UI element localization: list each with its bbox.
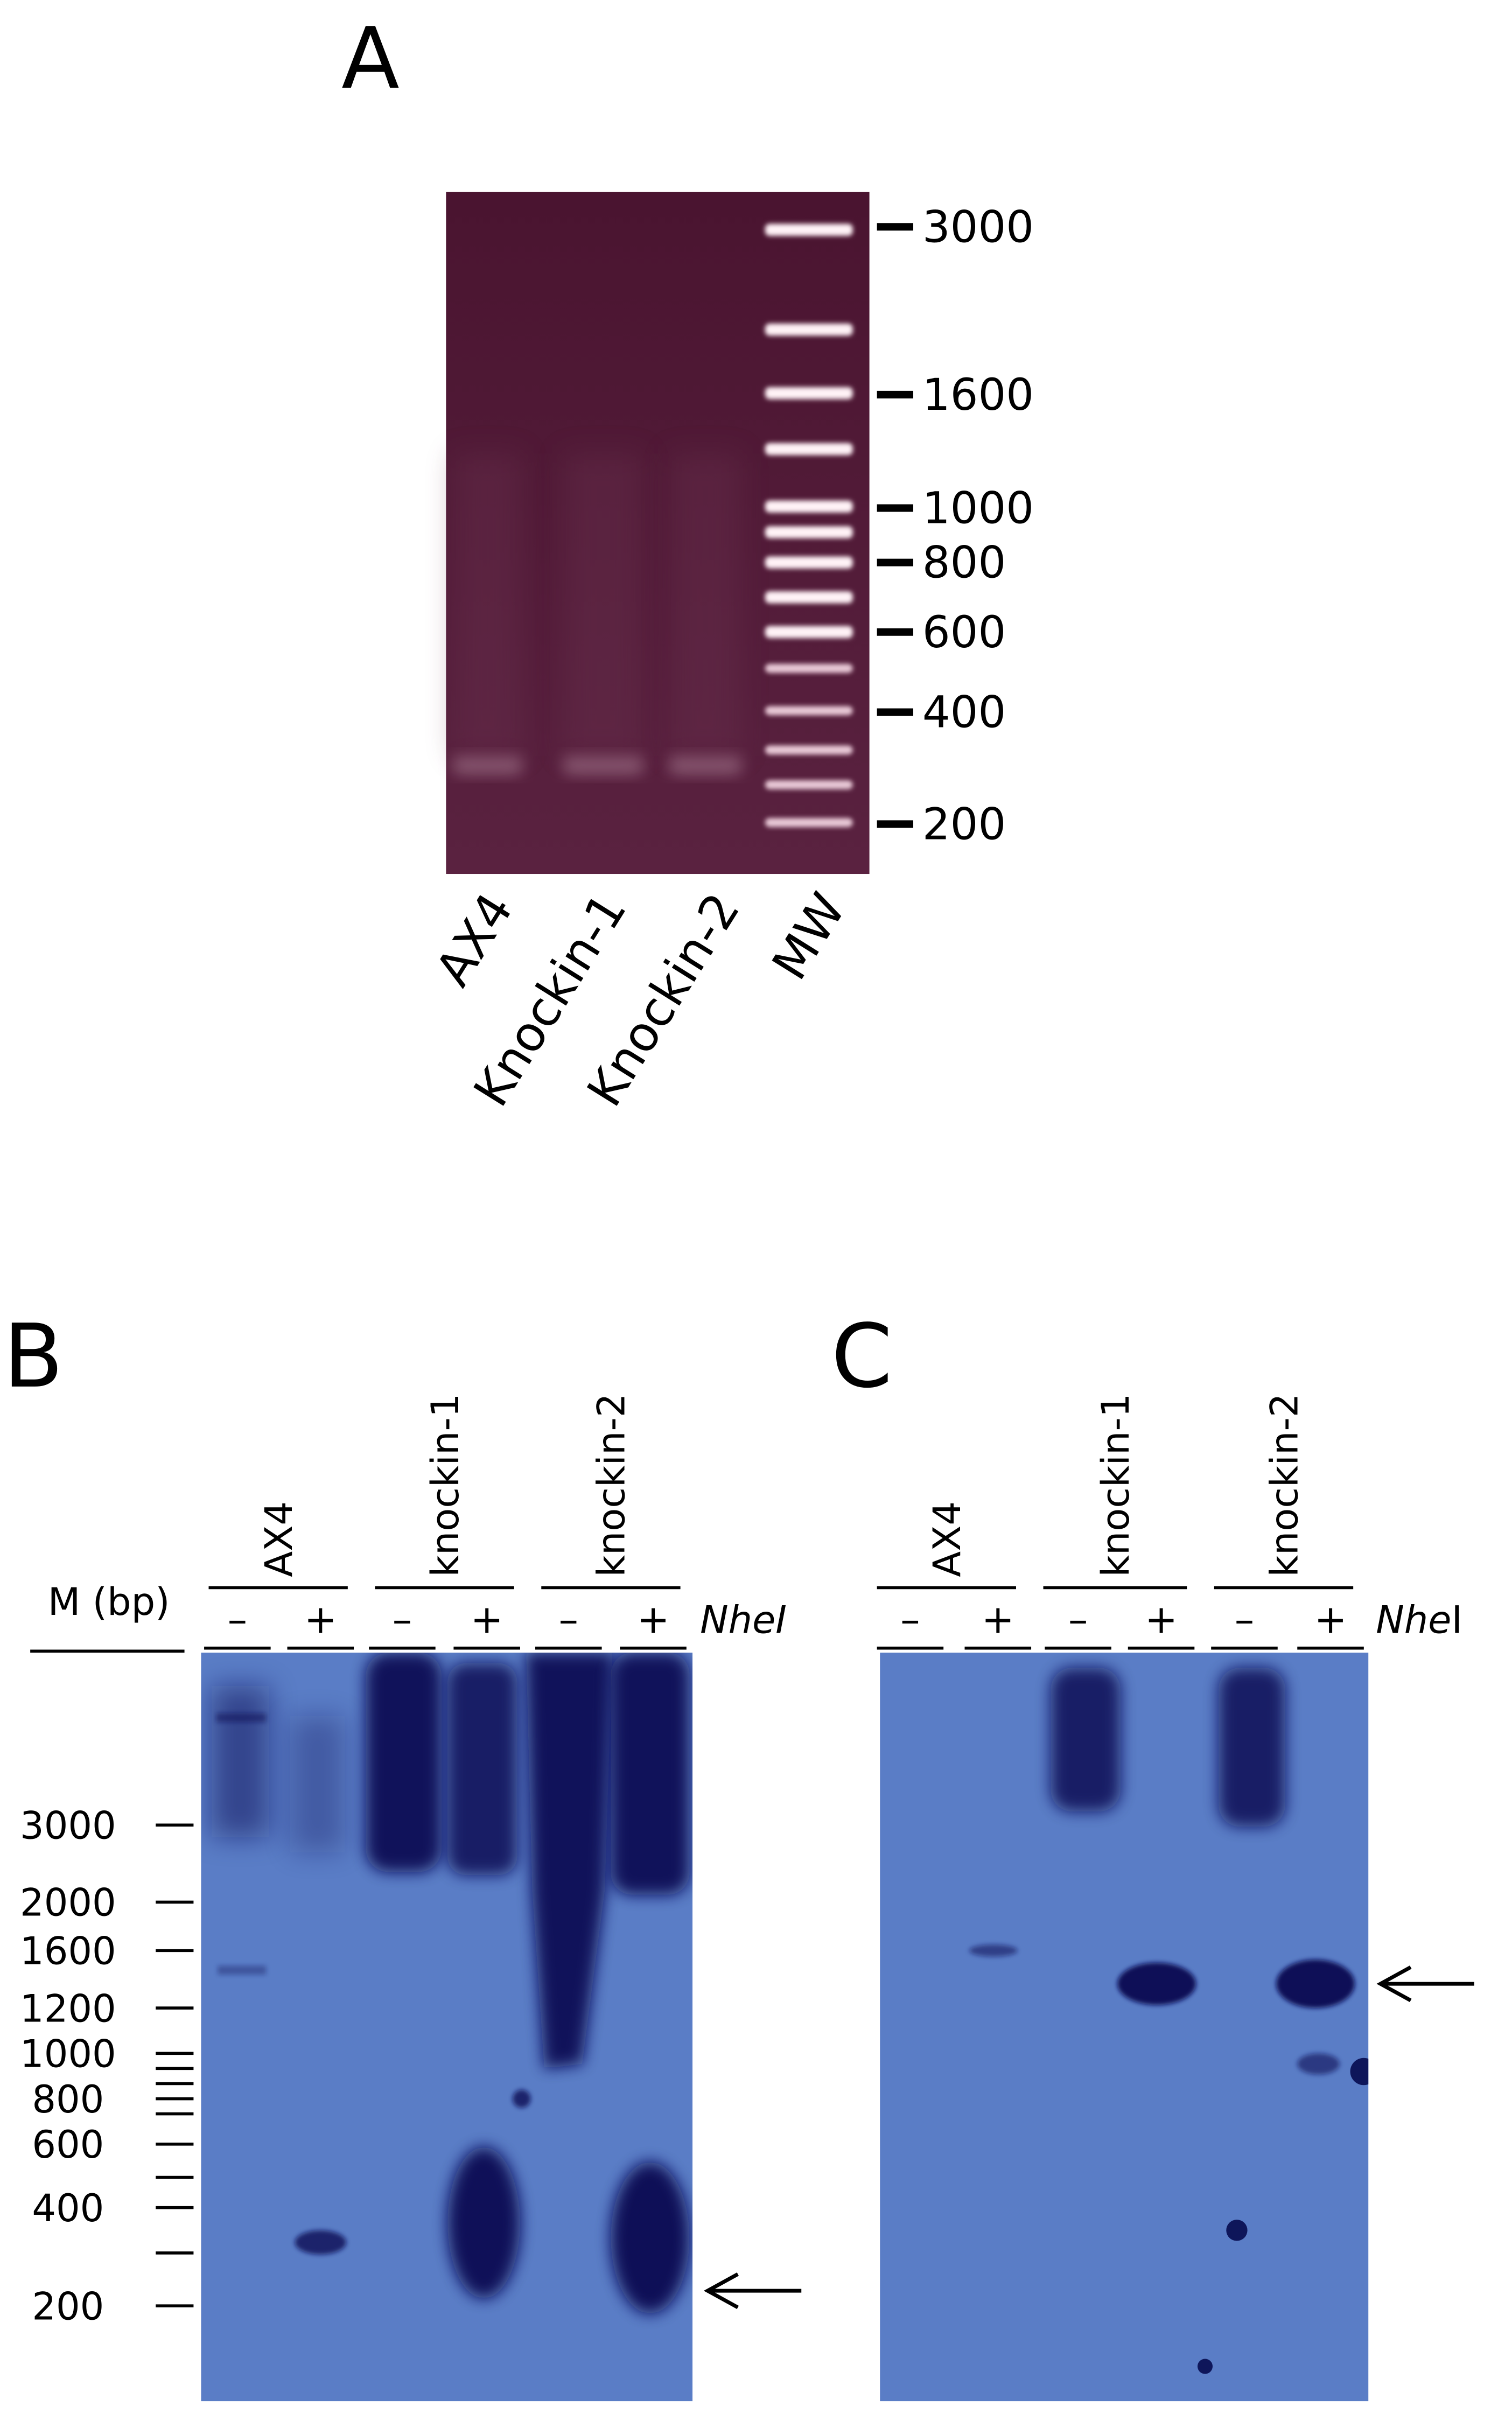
group-label: knockin-2 — [590, 1393, 634, 1577]
blot-signal — [1117, 1962, 1196, 2005]
panel-label: B — [3, 1306, 64, 1408]
treatment-label: – — [900, 1597, 920, 1643]
blot-signal — [1350, 2058, 1369, 2086]
lane-label: MW — [762, 884, 857, 989]
marker-label: 200 — [32, 2284, 104, 2328]
ladder-band — [765, 706, 853, 716]
treatment-label: + — [636, 1597, 669, 1643]
blot-signal — [512, 2089, 531, 2108]
faint-band — [453, 756, 522, 774]
group-label: AX4 — [925, 1501, 969, 1577]
blot-signal — [366, 1653, 442, 1872]
marker-label: 200 — [922, 799, 1006, 850]
marker-label: 3000 — [20, 1804, 116, 1848]
ladder-band — [765, 663, 853, 673]
treatment-label: + — [1145, 1597, 1178, 1643]
marker-label: 1200 — [20, 1986, 116, 2031]
blot-signal — [611, 1653, 690, 1895]
blot-signal — [218, 1965, 267, 1975]
enzyme-label: NheI — [1376, 1598, 1462, 1642]
marker-label: 600 — [922, 607, 1006, 658]
blot-signal — [290, 1716, 345, 1852]
ladder-band — [765, 526, 853, 538]
blot-signal — [969, 1944, 1018, 1957]
ladder-band — [765, 626, 853, 638]
blot-signal — [1276, 1960, 1355, 2009]
blot-signal — [1297, 2053, 1340, 2075]
marker-label: 800 — [32, 2077, 104, 2122]
treatment-label: + — [982, 1597, 1014, 1643]
marker-label: 400 — [922, 687, 1006, 738]
group-label: knockin-2 — [1262, 1393, 1306, 1577]
lane-smear — [453, 453, 522, 757]
marker-label: 3000 — [922, 201, 1034, 253]
blot-signal — [611, 2162, 690, 2314]
faint-band — [564, 756, 643, 774]
marker-label: 400 — [32, 2186, 104, 2230]
lane-smear — [564, 453, 643, 757]
group-label: knockin-1 — [1094, 1393, 1138, 1577]
blot-signal — [447, 2147, 520, 2299]
blot-signal — [1219, 1668, 1285, 1827]
ladder-band — [765, 387, 853, 400]
treatment-label: – — [559, 1597, 579, 1643]
group-label: AX4 — [257, 1501, 301, 1577]
treatment-label: + — [304, 1597, 337, 1643]
marker-label: 2000 — [20, 1881, 116, 1925]
marker-title: M (bp) — [48, 1580, 170, 1624]
blot-image — [880, 1653, 1369, 2402]
ladder-band — [765, 323, 853, 336]
arrow — [703, 2272, 802, 2310]
blot-signal — [526, 1653, 613, 2069]
blot-signal — [447, 1663, 517, 1875]
blot-image — [201, 1653, 693, 2402]
marker-label: 1600 — [922, 369, 1034, 421]
ladder-band — [765, 500, 853, 513]
gel-bands — [453, 223, 853, 827]
faint-band — [669, 756, 741, 774]
enzyme-label: NheI — [700, 1598, 787, 1642]
marker-label: 600 — [32, 2123, 104, 2167]
enzyme-roman: I — [1451, 1598, 1462, 1642]
ladder-band — [765, 745, 853, 755]
enzyme-italic: Nhe — [1376, 1598, 1451, 1642]
treatment-label: – — [393, 1597, 412, 1643]
treatment-label: – — [1068, 1597, 1088, 1643]
treatment-label: + — [1314, 1597, 1347, 1643]
treatment-label: – — [1235, 1597, 1255, 1643]
blot-signal — [216, 1713, 267, 1723]
ladder-band — [765, 818, 853, 827]
group-label: knockin-1 — [423, 1393, 467, 1577]
lane-smear — [669, 453, 741, 757]
ladder-band — [765, 443, 853, 456]
panel-label: C — [831, 1306, 893, 1408]
marker-label: 800 — [922, 537, 1006, 589]
treatment-label: + — [471, 1597, 503, 1643]
blot-signal — [1051, 1668, 1121, 1811]
ladder-band — [765, 556, 853, 569]
lane-label: AX4 — [425, 884, 524, 996]
panel-label: A — [341, 10, 400, 108]
ladder-band — [765, 780, 853, 789]
blot-signal — [295, 2230, 347, 2255]
blot-signal — [1226, 2220, 1248, 2241]
ladder-band — [765, 591, 853, 604]
blot-bands — [212, 1653, 690, 2314]
arrow — [1376, 1965, 1474, 2003]
marker-label: 1600 — [20, 1929, 116, 1974]
ladder-band — [765, 223, 853, 236]
blot-bands — [969, 1668, 1369, 2374]
blot-signal — [212, 1685, 269, 1837]
marker-label: 1000 — [922, 483, 1034, 534]
treatment-label: – — [228, 1597, 248, 1643]
blot-signal — [1197, 2359, 1213, 2374]
marker-label: 1000 — [20, 2032, 116, 2076]
